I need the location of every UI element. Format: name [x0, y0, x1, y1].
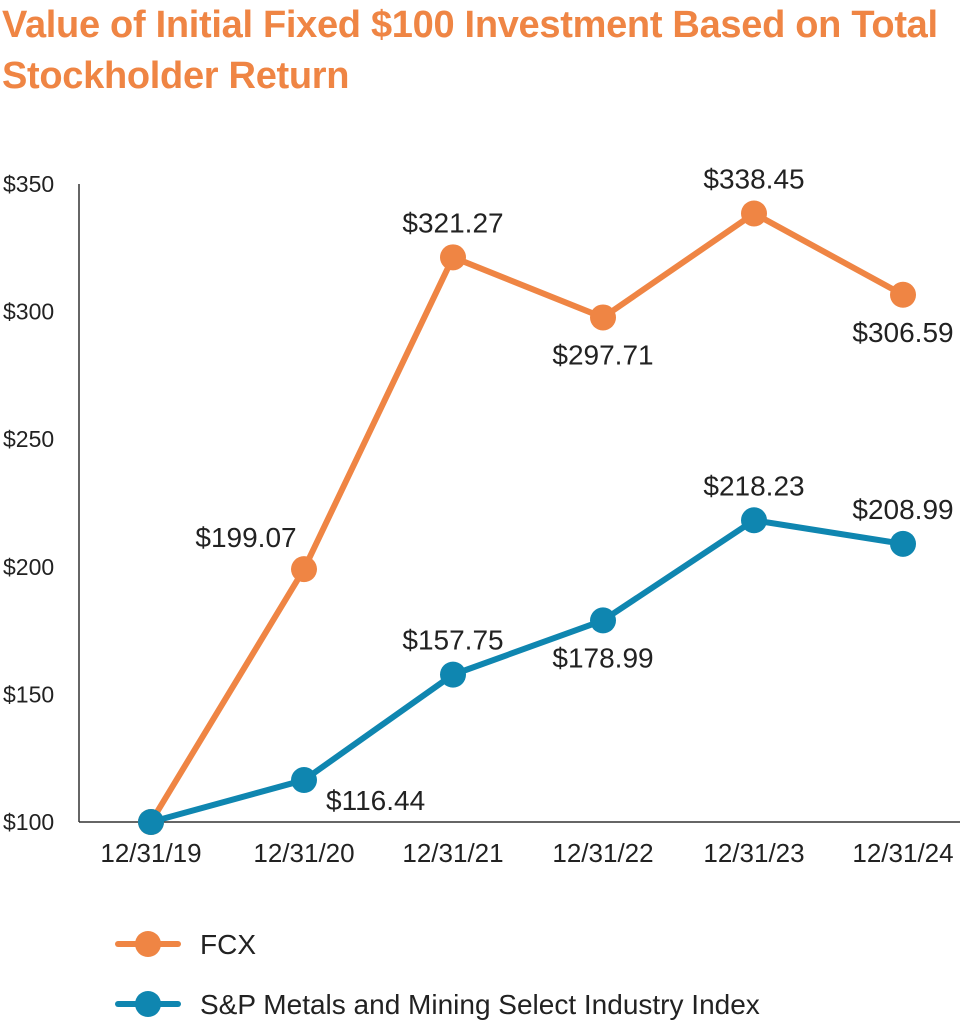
x-tick-label: 12/31/19: [100, 838, 201, 868]
x-tick-label: 12/31/23: [703, 838, 804, 868]
legend-item: S&P Metals and Mining Select Industry In…: [115, 989, 760, 1020]
legend-item: FCX: [115, 929, 256, 960]
data-point: [590, 607, 616, 634]
series-fcx: [138, 200, 916, 835]
data-point: [440, 661, 466, 688]
data-point: [138, 809, 164, 835]
data-label: $321.27: [402, 207, 503, 238]
data-point: [741, 507, 767, 534]
data-label: $116.44: [326, 785, 425, 816]
x-axis-ticks: 12/31/19 12/31/20 12/31/21 12/31/22 12/31/23…: [100, 838, 953, 868]
data-point: [291, 767, 317, 794]
data-point: [440, 244, 466, 271]
legend-marker: [135, 931, 161, 957]
data-label: $199.07: [195, 522, 296, 553]
y-tick-label: $300: [3, 299, 54, 325]
y-tick-label: $100: [3, 809, 54, 835]
legend-marker: [135, 991, 161, 1017]
axes: [78, 184, 960, 823]
series-line: [148, 517, 906, 825]
data-label: $178.99: [552, 642, 653, 673]
x-tick-label: 12/31/24: [852, 838, 953, 868]
legend-label: S&P Metals and Mining Select Industry In…: [200, 989, 760, 1020]
data-label: $297.71: [552, 339, 653, 370]
y-tick-label: $200: [3, 554, 54, 580]
x-tick-label: 12/31/20: [253, 838, 354, 868]
data-point: [291, 556, 317, 583]
series-line: [148, 210, 906, 825]
x-tick-label: 12/31/21: [402, 838, 503, 868]
data-label: $306.59: [852, 317, 953, 348]
y-axis-ticks: $100 $150 $200 $250 $300 $350: [3, 171, 54, 835]
data-point: [590, 304, 616, 331]
data-label: $208.99: [852, 494, 953, 525]
data-labels: $199.07 $321.27 $297.71 $338.45 $306.59 $116.…: [195, 163, 953, 816]
data-point: [741, 200, 767, 227]
data-label: $338.45: [703, 163, 804, 194]
series-index: [138, 507, 916, 835]
legend: FCX S&P Metals and Mining Select Industry…: [115, 929, 760, 1020]
y-tick-label: $250: [3, 426, 54, 452]
data-point: [890, 281, 916, 308]
data-label: $218.23: [703, 470, 804, 501]
y-tick-label: $150: [3, 681, 54, 707]
legend-label: FCX: [200, 929, 256, 960]
chart-title: Value of Initial Fixed $100 Investment B…: [2, 4, 938, 97]
y-tick-label: $350: [3, 171, 54, 197]
series-lines: [138, 200, 916, 835]
x-tick-label: 12/31/22: [552, 838, 653, 868]
data-point: [890, 530, 916, 557]
data-label: $157.75: [402, 625, 503, 656]
